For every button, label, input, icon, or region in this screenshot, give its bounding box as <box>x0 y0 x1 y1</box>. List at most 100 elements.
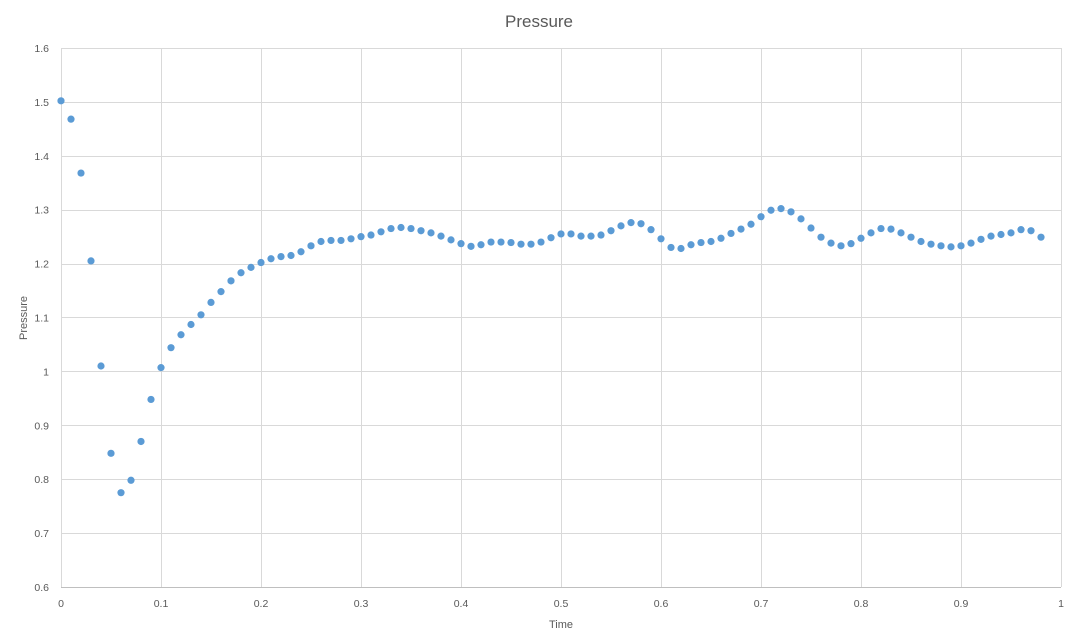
data-point <box>377 228 385 236</box>
data-point <box>787 208 795 216</box>
data-point <box>967 239 975 247</box>
data-point <box>77 169 85 177</box>
data-point <box>57 97 65 105</box>
y-tick-label: 0.9 <box>34 420 49 432</box>
data-point <box>167 344 175 352</box>
data-point <box>857 234 865 242</box>
data-point <box>977 235 985 243</box>
data-point <box>327 236 335 245</box>
data-point <box>577 232 585 240</box>
data-point <box>237 269 245 277</box>
y-tick-label: 1.4 <box>34 151 49 163</box>
data-point <box>907 233 915 241</box>
data-point <box>407 224 415 233</box>
y-tick-label: 1.5 <box>34 97 49 109</box>
data-point <box>587 232 595 240</box>
data-point <box>267 255 275 263</box>
data-point <box>927 240 935 248</box>
data-point <box>197 311 205 319</box>
data-point <box>317 237 325 246</box>
data-point <box>877 224 885 233</box>
chart-title: Pressure <box>505 12 573 31</box>
data-point <box>157 364 165 372</box>
data-point <box>997 230 1005 239</box>
x-tick-label: 0.8 <box>854 598 869 610</box>
y-tick-label: 0.7 <box>34 528 49 540</box>
data-point <box>187 320 195 329</box>
data-point <box>107 449 115 457</box>
data-point <box>567 230 575 238</box>
data-point <box>347 235 355 243</box>
data-point <box>627 219 635 227</box>
data-point <box>677 244 685 253</box>
data-point <box>487 238 495 246</box>
data-point <box>1007 229 1015 237</box>
y-axis-ticks: 0.6 0.7 0.8 0.9 1 1.1 1.2 1.3 1.4 1.5 1.6 <box>34 43 49 594</box>
data-point <box>737 225 745 233</box>
data-point <box>277 252 285 261</box>
data-point <box>137 437 145 446</box>
data-point <box>657 235 665 243</box>
data-point <box>807 224 815 232</box>
data-point <box>537 238 545 246</box>
x-tick-label: 0.4 <box>454 598 469 610</box>
data-point <box>257 258 265 267</box>
data-point <box>917 237 925 246</box>
data-point <box>597 231 605 239</box>
data-point <box>957 242 965 250</box>
data-point <box>207 298 215 307</box>
data-point <box>1027 227 1035 235</box>
data-point <box>297 248 305 256</box>
data-point <box>427 229 435 237</box>
gridlines <box>61 48 1062 588</box>
data-point <box>547 234 555 242</box>
data-point <box>617 222 625 230</box>
y-tick-label: 1.2 <box>34 259 49 271</box>
data-point <box>87 257 95 265</box>
data-point <box>887 225 895 233</box>
data-point <box>217 288 225 296</box>
data-point <box>287 251 295 260</box>
x-tick-label: 0 <box>58 598 64 610</box>
data-point <box>457 240 465 248</box>
data-point <box>397 223 405 232</box>
data-point <box>747 220 755 228</box>
y-tick-label: 0.6 <box>34 582 49 594</box>
data-point <box>337 236 345 245</box>
data-point <box>527 240 535 248</box>
data-point <box>987 232 995 240</box>
data-point <box>67 115 75 123</box>
data-point <box>247 263 255 271</box>
data-point <box>767 206 775 214</box>
x-tick-label: 0.6 <box>654 598 669 610</box>
data-point <box>417 227 425 235</box>
data-point <box>387 224 395 233</box>
data-point <box>637 220 645 228</box>
data-point <box>777 205 785 213</box>
data-point <box>517 240 525 248</box>
data-point <box>727 229 735 238</box>
data-point <box>717 234 725 242</box>
data-point <box>937 242 945 250</box>
data-point <box>357 233 365 241</box>
data-point <box>367 231 375 239</box>
data-point <box>307 242 315 250</box>
data-point <box>1017 226 1025 234</box>
data-point <box>227 277 235 285</box>
data-point <box>667 243 675 252</box>
x-tick-label: 0.5 <box>554 598 569 610</box>
data-point <box>127 476 135 484</box>
data-point <box>837 242 845 250</box>
x-tick-label: 0.2 <box>254 598 269 610</box>
x-tick-label: 0.3 <box>354 598 369 610</box>
data-point <box>647 226 655 234</box>
data-point <box>557 230 565 238</box>
x-tick-label: 0.7 <box>754 598 769 610</box>
y-tick-label: 1.1 <box>34 313 49 325</box>
data-point <box>847 240 855 248</box>
data-point <box>827 239 835 247</box>
data-point <box>1037 233 1045 241</box>
data-point <box>797 215 805 223</box>
